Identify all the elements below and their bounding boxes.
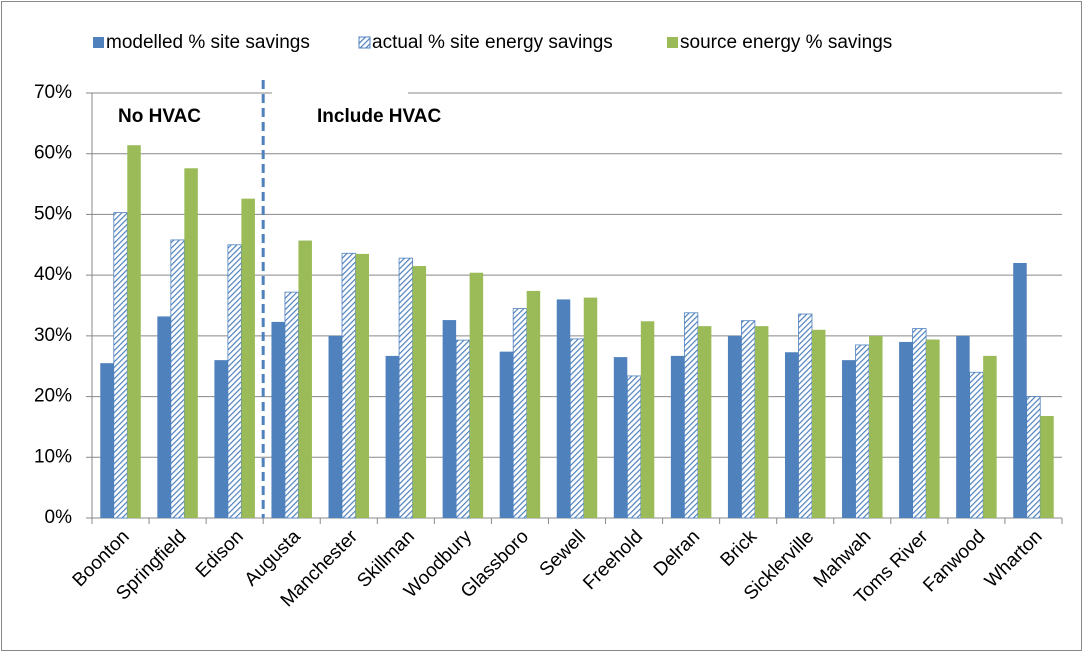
bar <box>512 308 528 519</box>
bar <box>969 371 984 519</box>
bar <box>640 321 655 518</box>
bar <box>214 360 228 518</box>
bar <box>798 313 813 519</box>
bar <box>271 321 285 518</box>
bar <box>469 272 484 518</box>
bar <box>683 312 699 519</box>
annotation: No HVAC <box>118 106 201 127</box>
bar <box>727 335 742 518</box>
bar <box>697 326 712 518</box>
bar <box>227 244 242 519</box>
bar <box>184 168 198 519</box>
bar <box>1040 416 1054 518</box>
bar <box>569 338 585 519</box>
bar <box>298 240 312 519</box>
bar <box>284 291 299 519</box>
bar <box>1026 396 1041 519</box>
bar <box>355 253 370 518</box>
y-tick-label: 0% <box>45 507 73 528</box>
bar <box>1013 263 1027 518</box>
bar <box>398 257 413 519</box>
bar <box>926 339 940 518</box>
annotation: Include HVAC <box>317 106 441 127</box>
bar <box>556 299 571 518</box>
annotation-bg <box>272 88 408 100</box>
y-tick-label: 30% <box>34 325 72 346</box>
bar <box>842 360 856 518</box>
bar <box>385 355 400 518</box>
bar <box>526 290 541 518</box>
legend-label: source energy % savings <box>680 32 892 53</box>
bar <box>127 145 141 518</box>
bar <box>442 320 457 518</box>
bar <box>899 341 913 518</box>
bar <box>613 357 628 518</box>
bar <box>741 320 756 519</box>
y-tick-label: 10% <box>34 446 72 467</box>
bar <box>784 352 799 518</box>
bar <box>113 212 128 519</box>
legend-label: actual % site energy savings <box>372 32 613 53</box>
bar <box>670 355 685 518</box>
bar <box>328 335 343 518</box>
bar <box>499 351 514 518</box>
y-tick-label: 60% <box>34 143 72 164</box>
legend-swatch <box>93 37 104 48</box>
bar <box>912 328 927 519</box>
bar <box>455 339 471 519</box>
bar <box>754 326 769 518</box>
y-tick-label: 70% <box>34 82 72 103</box>
legend-swatch <box>667 37 678 48</box>
bar <box>855 344 870 519</box>
bar <box>412 266 427 518</box>
y-tick-label: 40% <box>34 264 72 285</box>
bar <box>583 297 598 518</box>
y-tick-label: 20% <box>34 386 72 407</box>
legend-swatch <box>358 36 371 49</box>
bar <box>241 198 255 518</box>
legend-label: modelled % site savings <box>106 32 310 53</box>
bar <box>341 252 356 519</box>
bar <box>170 239 185 519</box>
y-tick-label: 50% <box>34 203 72 224</box>
bar <box>956 335 970 518</box>
bar <box>811 329 826 518</box>
bar <box>626 375 642 519</box>
bar <box>100 363 114 518</box>
bar <box>983 355 997 518</box>
bar <box>157 316 171 518</box>
bar <box>869 335 883 518</box>
